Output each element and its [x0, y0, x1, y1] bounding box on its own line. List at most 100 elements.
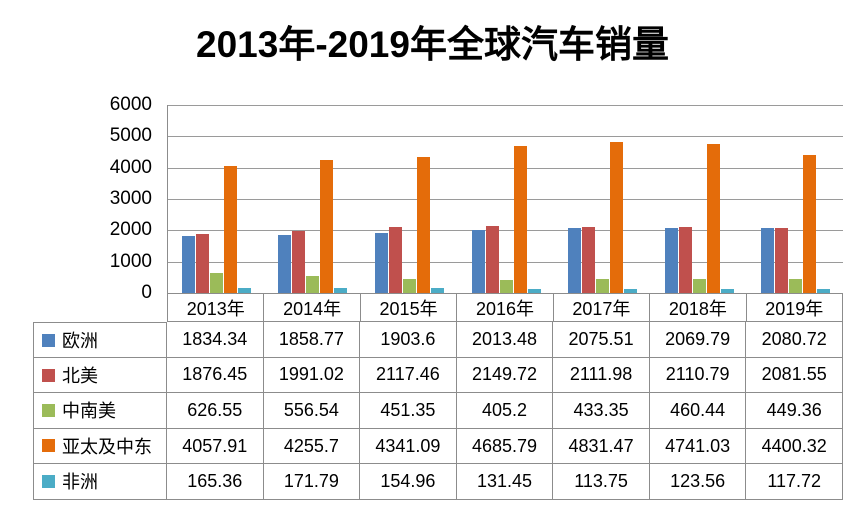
y-axis-tick-label: 2000: [109, 219, 152, 241]
legend-color-swatch: [42, 403, 55, 417]
bar: [527, 289, 541, 293]
bar: [306, 276, 320, 293]
bar: [430, 288, 444, 293]
gridline: [168, 167, 843, 169]
table-value-cell: 556.54: [263, 393, 361, 429]
legend-series-label: 亚太及中东: [62, 436, 152, 457]
table-value-cell: 171.79: [263, 464, 361, 500]
bar: [761, 228, 775, 293]
table-header-cell: 2014年: [264, 294, 361, 321]
table-value-cell: 460.44: [649, 393, 747, 429]
bar: [568, 228, 582, 293]
bar: [471, 230, 485, 293]
gridline: [168, 230, 843, 232]
legend-item: 北美: [34, 358, 166, 394]
table-value-cell: 451.35: [360, 393, 457, 429]
table-value-cell: 113.75: [553, 464, 650, 500]
bar: [485, 226, 499, 293]
table-value-cell: 405.2: [456, 393, 554, 429]
table-value-cell: 4400.32: [746, 428, 843, 465]
table-value-cell: 433.35: [553, 393, 650, 429]
table-value-cell: 4255.7: [263, 428, 361, 465]
table-header-cell: 2019年: [747, 294, 843, 321]
table-value-cell: 4685.79: [456, 428, 554, 465]
table-value-cell: 4741.03: [649, 428, 747, 465]
bar: [692, 279, 706, 293]
y-axis-tick-label: 1000: [109, 250, 152, 272]
table-value-cell: 4831.47: [553, 428, 650, 465]
table-header-cell: 2013年: [168, 294, 265, 321]
table-value-cell: 154.96: [360, 464, 457, 500]
table-value-cell: 626.55: [167, 393, 264, 429]
legend-series-label: 非洲: [62, 472, 98, 493]
bar: [416, 157, 430, 293]
table-value-cell: 117.72: [746, 464, 843, 500]
bar: [278, 235, 292, 293]
y-axis-tick-label: 0: [141, 282, 152, 303]
bar: [320, 160, 334, 293]
legend-item: 中南美: [34, 393, 166, 429]
data-table-grid: 1834.34 1858.77 1903.6 2013.48 2075.51 2069.7…: [167, 322, 843, 500]
table-value-cell: 165.36: [167, 464, 264, 500]
table-value-cell: 2149.72: [456, 357, 554, 394]
bar: [388, 227, 402, 293]
gridline: [168, 199, 843, 200]
table-value-cell: 2117.46: [360, 357, 457, 394]
bar: [209, 273, 223, 293]
table-value-cell: 1876.45: [167, 357, 264, 394]
table-value-cell: 2111.98: [553, 357, 650, 394]
legend-item: 非洲: [34, 464, 166, 499]
legend-color-swatch: [42, 439, 55, 453]
gridline: [168, 261, 843, 263]
table-value-cell: 2069.79: [649, 322, 747, 358]
legend-color-swatch: [42, 368, 55, 382]
y-axis-tick-label: 3000: [109, 188, 152, 209]
table-value-cell: 449.36: [746, 393, 843, 429]
bar: [292, 231, 306, 293]
bar: [334, 288, 348, 293]
bar: [775, 228, 789, 293]
legend-color-swatch: [42, 333, 55, 347]
bar: [237, 288, 251, 293]
bar: [596, 279, 610, 293]
bar: [223, 166, 237, 293]
table-value-cell: 1834.34: [167, 322, 264, 358]
bar: [789, 279, 803, 293]
table-value-cell: 2013.48: [456, 322, 554, 358]
bar: [195, 234, 209, 293]
bar: [664, 228, 678, 293]
gridline: [168, 105, 843, 106]
table-value-cell: 123.56: [649, 464, 747, 500]
bar: [582, 227, 596, 293]
legend-series-label: 中南美: [62, 401, 116, 422]
y-axis-tick-label: 5000: [109, 125, 152, 147]
bar: [624, 289, 638, 293]
legend-item: 亚太及中东: [34, 429, 166, 464]
table-value-cell: 2081.55: [746, 357, 843, 394]
table-value-cell: 4341.09: [360, 428, 457, 465]
legend-column: 欧洲北美中南美亚太及中东非洲: [33, 322, 167, 500]
bar: [374, 233, 388, 293]
bar: [817, 289, 831, 293]
table-value-cell: 1858.77: [263, 322, 361, 358]
table-header-cell: 2017年: [554, 294, 651, 321]
y-axis-tick-label: 6000: [109, 94, 152, 115]
table-value-cell: 2075.51: [553, 322, 650, 358]
bar: [803, 155, 817, 293]
table-header-cell: 2018年: [650, 294, 747, 321]
table-value-cell: 4057.91: [167, 428, 264, 465]
y-axis-tick-label: 4000: [109, 156, 152, 178]
chart-title: 2013年-2019年全球汽车销量: [196, 24, 669, 65]
data-table-header-row: 2013年 2014年 2015年 2016年 2017年 2018年 2019年: [167, 293, 843, 322]
table-value-cell: 131.45: [456, 464, 554, 500]
bar: [610, 142, 624, 293]
table-value-cell: 2080.72: [746, 322, 843, 358]
bar: [706, 144, 720, 293]
bar: [678, 227, 692, 293]
legend-series-label: 欧洲: [62, 331, 98, 352]
gridline: [168, 136, 843, 138]
bar: [499, 280, 513, 293]
table-value-cell: 1991.02: [263, 357, 361, 394]
bar: [181, 236, 195, 293]
